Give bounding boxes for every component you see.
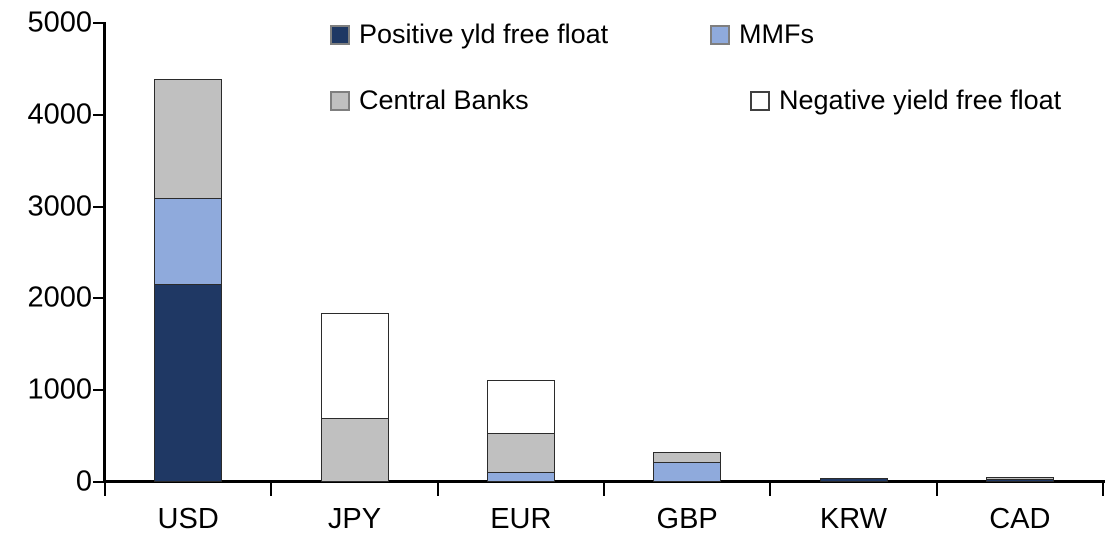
legend-swatch-central-banks <box>330 90 350 111</box>
x-axis-tick-3 <box>603 483 605 496</box>
x-axis-tick-1 <box>270 483 273 496</box>
x-axis-label-EUR: EUR <box>490 503 552 535</box>
legend-swatch-mmfs <box>710 24 730 45</box>
bar-segment-JPY-negative-yield-free-float <box>320 312 389 418</box>
legend-item-mmfs: MMFs <box>710 21 814 48</box>
y-axis-tick-0 <box>93 481 105 483</box>
y-axis-label-5000: 5000 <box>27 6 92 39</box>
y-axis-tick-3000 <box>93 205 105 208</box>
x-axis-label-USD: USD <box>157 503 219 535</box>
legend-label-negative-yield-free-float: Negative yield free float <box>779 85 1062 115</box>
x-axis-tick-4 <box>769 483 772 496</box>
legend-item-negative-yield-free-float: Negative yield free float <box>750 87 1061 114</box>
y-axis-label-1000: 1000 <box>27 373 92 406</box>
x-axis-tick-6 <box>1102 483 1104 496</box>
y-axis-line <box>103 22 106 483</box>
legend-label-central-banks: Central Banks <box>359 85 529 115</box>
y-axis-label-3000: 3000 <box>27 190 92 223</box>
y-axis-tick-5000 <box>93 22 105 24</box>
x-axis-tick-2 <box>436 483 439 496</box>
y-axis-label-4000: 4000 <box>27 98 92 131</box>
x-axis-label-GBP: GBP <box>656 503 718 535</box>
y-axis-label-0: 0 <box>75 465 92 498</box>
legend-label-positive-yld-free-float: Positive yld free float <box>359 19 609 49</box>
bar-segment-KRW-positive-yld-free-float <box>819 478 888 482</box>
y-axis-label-2000: 2000 <box>27 281 92 314</box>
legend-swatch-positive-yld-free-float <box>330 24 350 45</box>
legend-swatch-negative-yield-free-float <box>750 90 770 111</box>
bar-segment-GBP-central-banks <box>653 452 722 462</box>
y-axis-tick-2000 <box>93 297 105 300</box>
bar-CAD <box>985 476 1054 482</box>
bar-segment-GBP-mmfs <box>653 461 722 482</box>
bar-segment-EUR-mmfs <box>486 472 555 482</box>
legend-item-central-banks: Central Banks <box>330 87 529 114</box>
bar-segment-JPY-central-banks <box>320 417 389 482</box>
x-axis-label-CAD: CAD <box>989 503 1051 535</box>
bar-USD <box>154 79 223 482</box>
y-axis-tick-4000 <box>93 113 105 116</box>
x-axis-tick-5 <box>935 483 938 496</box>
bar-segment-USD-central-banks <box>154 79 223 199</box>
bar-GBP <box>653 452 722 482</box>
x-axis-line <box>103 480 1105 483</box>
bar-KRW <box>819 478 888 482</box>
bar-EUR <box>486 380 555 482</box>
bar-segment-EUR-negative-yield-free-float <box>486 380 555 433</box>
y-axis-tick-1000 <box>93 389 105 392</box>
x-axis-tick-0 <box>104 483 106 496</box>
bar-segment-CAD-positive-yld-free-float <box>985 479 1054 482</box>
legend-label-mmfs: MMFs <box>739 19 814 49</box>
x-axis-label-KRW: KRW <box>819 503 888 535</box>
bar-segment-USD-mmfs <box>154 198 223 284</box>
bar-JPY <box>320 312 389 482</box>
legend-item-positive-yld-free-float: Positive yld free float <box>330 21 608 48</box>
bar-segment-CAD-central-banks <box>985 476 1054 480</box>
bar-segment-USD-positive-yld-free-float <box>154 283 223 482</box>
x-axis-label-JPY: JPY <box>327 503 382 535</box>
bar-segment-EUR-central-banks <box>486 432 555 473</box>
